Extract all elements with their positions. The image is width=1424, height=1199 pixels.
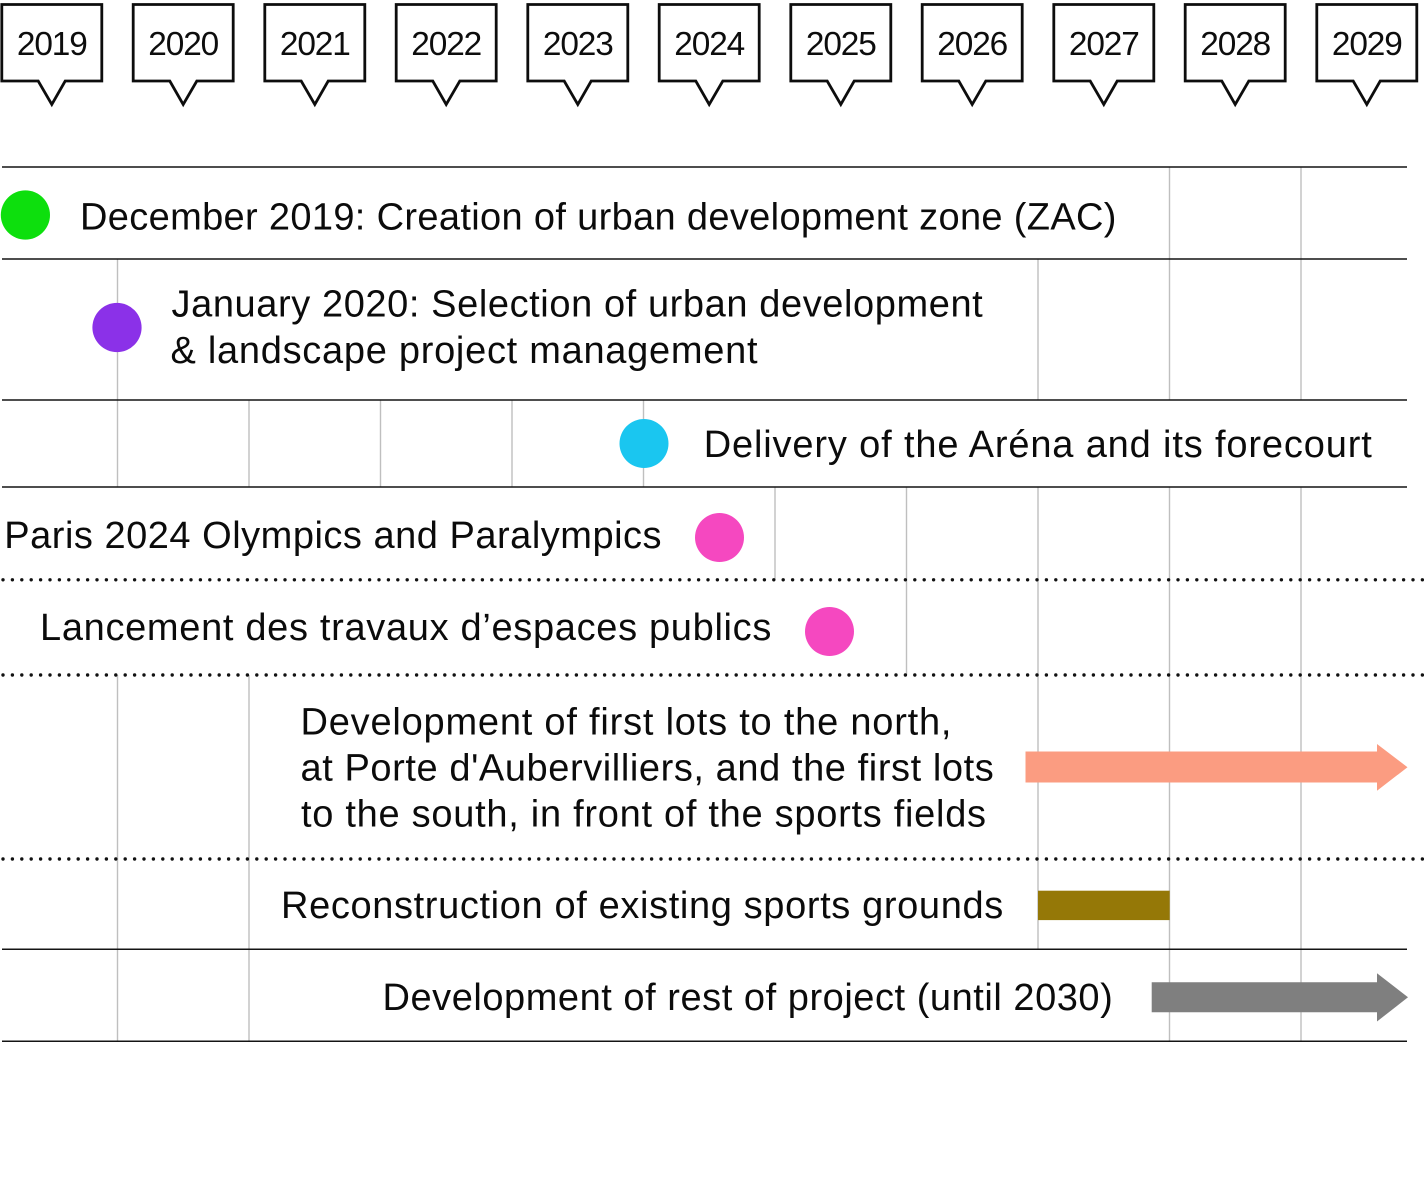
svg-text:January 2020: Selection of urb: January 2020: Selection of urban develop…: [172, 284, 984, 326]
svg-text:2029: 2029: [1332, 26, 1402, 63]
svg-text:to the south, in front of the: to the south, in front of the sports fie…: [301, 794, 987, 836]
svg-text:2027: 2027: [1069, 26, 1139, 63]
svg-text:2019: 2019: [17, 26, 87, 63]
svg-text:2028: 2028: [1200, 26, 1270, 63]
svg-text:Development of first lots to t: Development of first lots to the north,: [301, 702, 953, 744]
svg-text:December 2019: Creation of urb: December 2019: Creation of urban develop…: [80, 196, 1117, 238]
svg-text:& landscape project management: & landscape project management: [171, 330, 759, 372]
svg-text:2026: 2026: [937, 26, 1007, 63]
svg-text:Paris 2024 Olympics and Paraly: Paris 2024 Olympics and Paralympics: [4, 515, 662, 557]
svg-text:Lancement des travaux d’espace: Lancement des travaux d’espaces publics: [40, 607, 772, 649]
svg-text:2023: 2023: [543, 26, 613, 63]
svg-text:2024: 2024: [674, 26, 744, 63]
svg-text:at Porte d'Aubervilliers, and: at Porte d'Aubervilliers, and the first …: [301, 748, 995, 790]
svg-text:2020: 2020: [148, 26, 218, 63]
svg-text:Development of rest of project: Development of rest of project (until 20…: [383, 977, 1114, 1019]
svg-text:2022: 2022: [411, 26, 481, 63]
svg-text:Delivery of the Aréna and its: Delivery of the Aréna and its forecourt: [704, 424, 1373, 466]
svg-text:2025: 2025: [806, 26, 876, 63]
svg-text:2021: 2021: [280, 26, 350, 63]
svg-text:Reconstruction of existing spo: Reconstruction of existing sports ground…: [281, 885, 1004, 927]
